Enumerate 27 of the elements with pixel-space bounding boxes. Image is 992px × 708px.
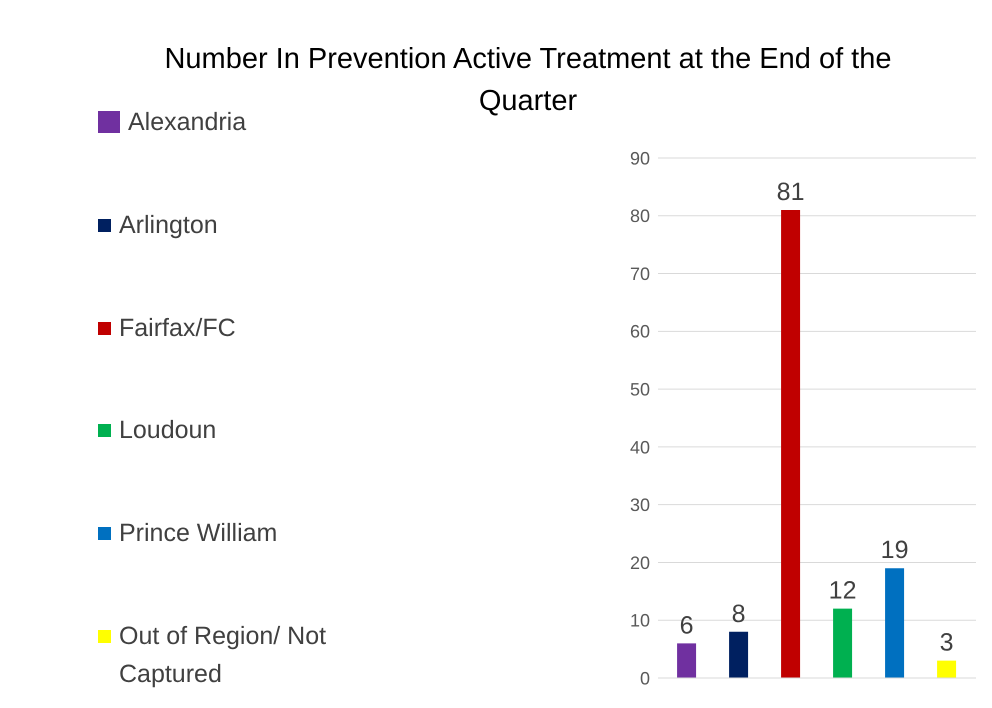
data-label: 3 xyxy=(940,628,954,657)
legend-label: Fairfax/FC xyxy=(119,312,236,344)
y-tick-label: 80 xyxy=(630,206,650,226)
y-tick-label: 30 xyxy=(630,495,650,516)
legend-label: Arlington xyxy=(119,210,218,241)
bar xyxy=(781,210,800,678)
y-tick-label: 20 xyxy=(630,552,650,573)
y-tick-label: 50 xyxy=(630,380,650,400)
bar xyxy=(833,608,852,678)
legend-label: Prince William xyxy=(119,518,278,550)
data-label: 8 xyxy=(732,600,746,628)
data-label: 12 xyxy=(828,576,856,605)
y-tick-label: 60 xyxy=(630,322,650,342)
data-label: 81 xyxy=(776,178,804,206)
y-tick-label: 10 xyxy=(630,610,650,631)
bar xyxy=(885,568,904,678)
legend-label: Loudoun xyxy=(119,415,216,446)
y-tick-label: 90 xyxy=(630,148,650,168)
bar xyxy=(729,632,748,678)
bar xyxy=(677,643,696,678)
y-tick-label: 70 xyxy=(630,264,650,284)
data-label: 6 xyxy=(680,611,694,640)
bar xyxy=(937,660,956,678)
data-label: 19 xyxy=(880,536,908,564)
y-tick-label: 0 xyxy=(640,668,650,688)
y-tick-label: 40 xyxy=(630,437,650,458)
legend-label: Out of Region/ Not Captured xyxy=(119,620,328,690)
